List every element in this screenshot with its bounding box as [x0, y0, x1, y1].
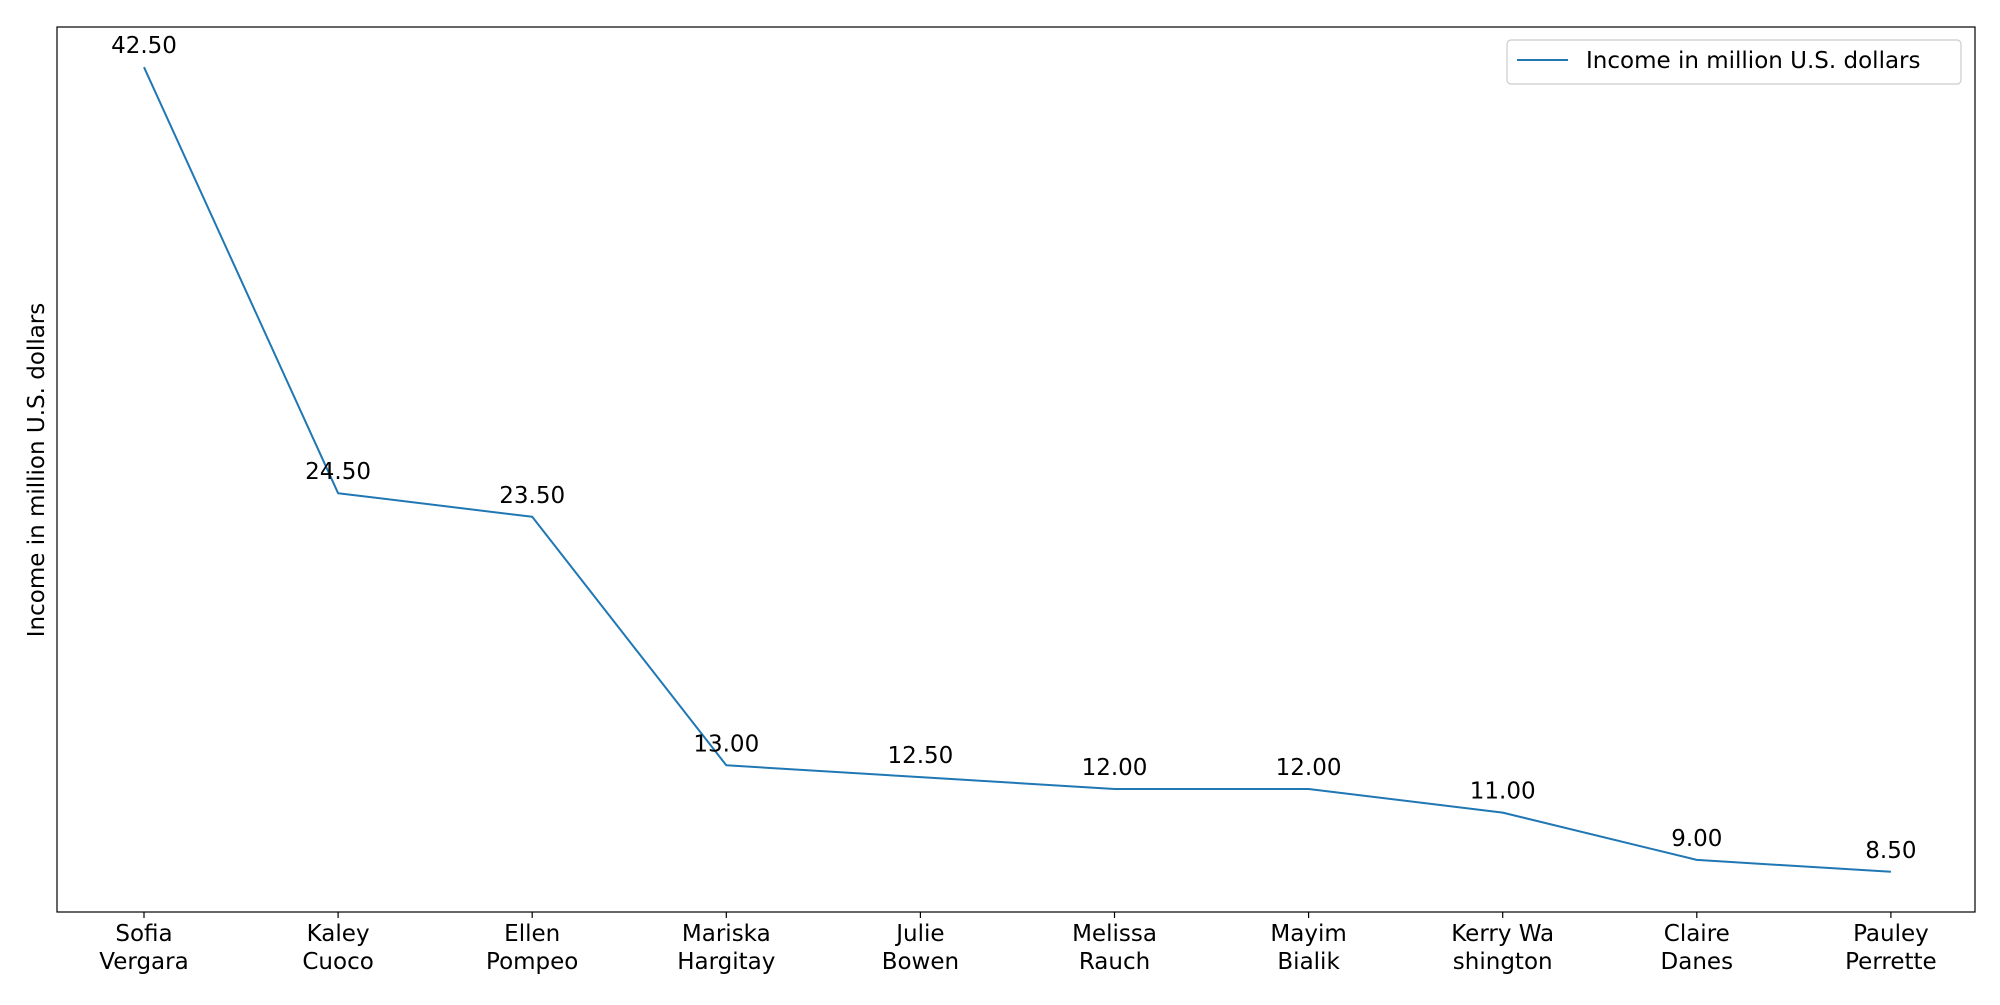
x-tick-label-line: Pompeo: [486, 949, 578, 975]
data-label: 9.00: [1671, 826, 1722, 852]
data-label: 23.50: [499, 483, 565, 509]
x-tick-label-line: Kaley: [307, 921, 370, 947]
x-tick-label-line: Rauch: [1079, 949, 1150, 975]
x-tick-label-line: Mariska: [682, 921, 771, 947]
x-tick-label-line: Claire: [1664, 921, 1730, 947]
y-axis-title: Income in million U.S. dollars: [24, 303, 50, 638]
data-label: 11.00: [1470, 779, 1536, 805]
data-label: 42.50: [111, 33, 177, 59]
data-label: 24.50: [305, 459, 371, 485]
x-tick-label-line: Kerry Wa: [1451, 921, 1554, 947]
x-tick-label-line: Bowen: [882, 949, 959, 975]
x-tick-label-line: Vergara: [99, 949, 188, 975]
data-label: 8.50: [1865, 838, 1916, 864]
x-tick-label-line: Cuoco: [302, 949, 373, 975]
data-label: 12.50: [887, 743, 953, 769]
x-tick-label-line: Mayim: [1270, 921, 1346, 947]
legend-label: Income in million U.S. dollars: [1586, 48, 1921, 74]
x-tick-label-line: Pauley: [1853, 921, 1929, 947]
x-tick-label-line: shington: [1453, 949, 1553, 975]
legend: Income in million U.S. dollars: [1507, 40, 1961, 84]
x-tick-label-line: Ellen: [504, 921, 560, 947]
data-label: 13.00: [693, 731, 759, 757]
data-label: 12.00: [1276, 755, 1342, 781]
x-tick-label-line: Bialik: [1277, 949, 1340, 975]
x-tick-label-line: Melissa: [1072, 921, 1157, 947]
x-tick-label-line: Julie: [894, 921, 944, 947]
x-tick-label-line: Sofia: [115, 921, 172, 947]
x-tick-label-line: Danes: [1661, 949, 1734, 975]
x-tick-label-line: Perrette: [1845, 949, 1937, 975]
data-label: 12.00: [1082, 755, 1148, 781]
x-tick-label-line: Hargitay: [677, 949, 775, 975]
